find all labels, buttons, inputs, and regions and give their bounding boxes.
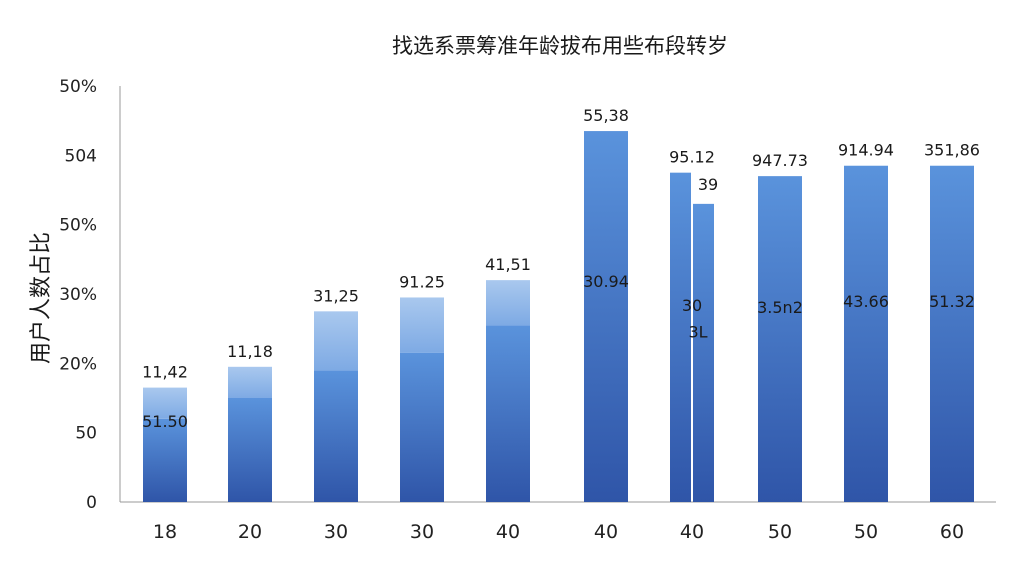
bar-segment [228, 398, 272, 502]
y-tick-label: 504 [65, 146, 97, 166]
bars [143, 131, 974, 503]
data-label: 51.32 [929, 292, 975, 311]
x-tick-label: 50 [854, 521, 878, 543]
data-label: 11,18 [227, 342, 273, 361]
x-tick-label: 20 [238, 521, 262, 543]
bar-segment [314, 311, 358, 371]
data-label: 30 [682, 296, 702, 315]
x-tick-label: 40 [496, 521, 520, 543]
x-tick-label: 40 [594, 521, 618, 543]
x-tick-label: 30 [324, 521, 348, 543]
bar-segment [693, 203, 714, 502]
x-tick-label: 40 [680, 521, 704, 543]
x-tick-label: 30 [410, 521, 434, 543]
data-label: 3.5n2 [757, 298, 803, 317]
y-tick-label: 50 [75, 424, 97, 444]
y-tick-label: 30% [59, 285, 97, 305]
x-tick-label: 50 [768, 521, 792, 543]
x-tick-label: 18 [153, 521, 177, 543]
y-axis-ticks: 0 50 20% 30% 50% 504 50% [59, 77, 97, 513]
data-label: 914.94 [838, 141, 894, 160]
bar-segment [228, 366, 272, 398]
y-axis-label: 用户人数占比 [29, 232, 54, 364]
data-label: 51.50 [142, 412, 188, 431]
y-tick-label: 50% [59, 216, 97, 236]
bar-segment [670, 172, 691, 502]
data-label: 55,38 [583, 106, 629, 125]
bar-segment [930, 165, 974, 502]
data-label: 30.94 [583, 272, 629, 291]
data-label: 91.25 [399, 272, 445, 291]
bar-segment [400, 352, 444, 502]
bar-segment [314, 370, 358, 502]
bar-segment [486, 325, 530, 502]
data-labels: 11,42 51.50 11,18 31,25 91.25 41,51 55,38 30.94… [142, 106, 980, 431]
y-tick-label: 0 [86, 493, 97, 513]
bar-segment [143, 387, 187, 419]
bar-segment [143, 418, 187, 502]
data-label: 43.66 [843, 292, 889, 311]
data-label: 31,25 [313, 286, 359, 305]
data-label: 41,51 [485, 255, 531, 274]
bar-segment [758, 176, 802, 502]
data-label: 11,42 [142, 363, 188, 382]
data-label: 947.73 [752, 151, 808, 170]
bar-segment [844, 165, 888, 502]
bar-segment [400, 297, 444, 353]
chart-title: 找选系票筹准年龄拔布用些布段转岁 [392, 34, 728, 58]
x-tick-label: 60 [940, 521, 964, 543]
data-label: 95.12 [669, 148, 715, 167]
bar-segment [584, 131, 628, 503]
data-label: 351,86 [924, 141, 980, 160]
y-tick-label: 50% [59, 77, 97, 97]
y-tick-label: 20% [59, 354, 97, 374]
x-axis-ticks: 18 20 30 30 40 40 40 50 50 60 [153, 521, 964, 543]
data-label: 39 [698, 175, 718, 194]
bar-segment [486, 280, 530, 326]
data-label: 3L [688, 322, 707, 341]
